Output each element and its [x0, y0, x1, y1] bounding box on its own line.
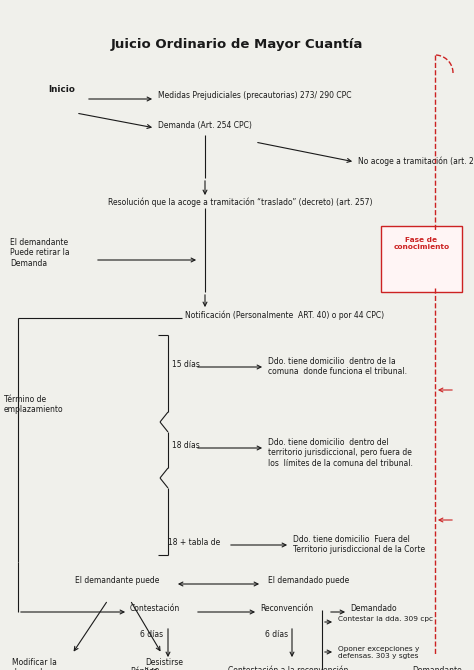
Text: Juicio Ordinario de Mayor Cuantía: Juicio Ordinario de Mayor Cuantía	[111, 38, 363, 51]
Text: Término de
emplazamiento: Término de emplazamiento	[4, 395, 64, 415]
Text: El demandado puede: El demandado puede	[268, 576, 349, 585]
Text: 18 + tabla de: 18 + tabla de	[168, 538, 220, 547]
Text: El demandante puede: El demandante puede	[75, 576, 159, 585]
Text: Réplica: Réplica	[130, 666, 158, 670]
Text: Fase de
conocimiento: Fase de conocimiento	[393, 237, 449, 250]
Text: Demandante: Demandante	[412, 666, 462, 670]
Text: Medidas Prejudiciales (precautorias) 273/ 290 CPC: Medidas Prejudiciales (precautorias) 273…	[158, 91, 352, 100]
FancyBboxPatch shape	[381, 226, 462, 292]
Text: No acoge a tramitación (art. 256 CPC).: No acoge a tramitación (art. 256 CPC).	[358, 156, 474, 165]
Text: El demandante
Puede retirar la
Demanda: El demandante Puede retirar la Demanda	[10, 238, 70, 268]
Text: Ddo. tiene domicilio  Fuera del
Territorio jurisdiccional de la Corte: Ddo. tiene domicilio Fuera del Territori…	[293, 535, 425, 554]
Text: 18 días: 18 días	[172, 441, 200, 450]
Text: Reconvención: Reconvención	[260, 604, 313, 613]
Text: Oponer excepciones y
defensas. 303 y sgtes: Oponer excepciones y defensas. 303 y sgt…	[338, 646, 419, 659]
Text: Demanda (Art. 254 CPC): Demanda (Art. 254 CPC)	[158, 121, 252, 130]
Text: Contestación: Contestación	[130, 604, 180, 613]
Text: Ddo. tiene domicilio  dentro del
territorio jurisdiccional, pero fuera de
los  l: Ddo. tiene domicilio dentro del territor…	[268, 438, 413, 468]
Text: 6 días: 6 días	[265, 630, 288, 639]
Text: Desistirse
148 cpc.: Desistirse 148 cpc.	[145, 658, 183, 670]
Text: Inicio: Inicio	[48, 85, 75, 94]
Text: Modificar la
demanda
261 cpc.: Modificar la demanda 261 cpc.	[12, 658, 57, 670]
Text: Contestar la dda. 309 cpc: Contestar la dda. 309 cpc	[338, 616, 433, 622]
Text: Demandado: Demandado	[350, 604, 397, 613]
Text: Resolución que la acoge a tramitación “traslado” (decreto) (art. 257): Resolución que la acoge a tramitación “t…	[108, 197, 373, 206]
Text: Contestación a la reconvención: Contestación a la reconvención	[228, 666, 348, 670]
Text: Notificación (Personalmente  ART. 40) o por 44 CPC): Notificación (Personalmente ART. 40) o p…	[185, 310, 384, 320]
Text: 6 días: 6 días	[140, 630, 163, 639]
Text: 15 días: 15 días	[172, 360, 200, 369]
Text: Ddo. tiene domicilio  dentro de la
comuna  donde funciona el tribunal.: Ddo. tiene domicilio dentro de la comuna…	[268, 357, 407, 377]
